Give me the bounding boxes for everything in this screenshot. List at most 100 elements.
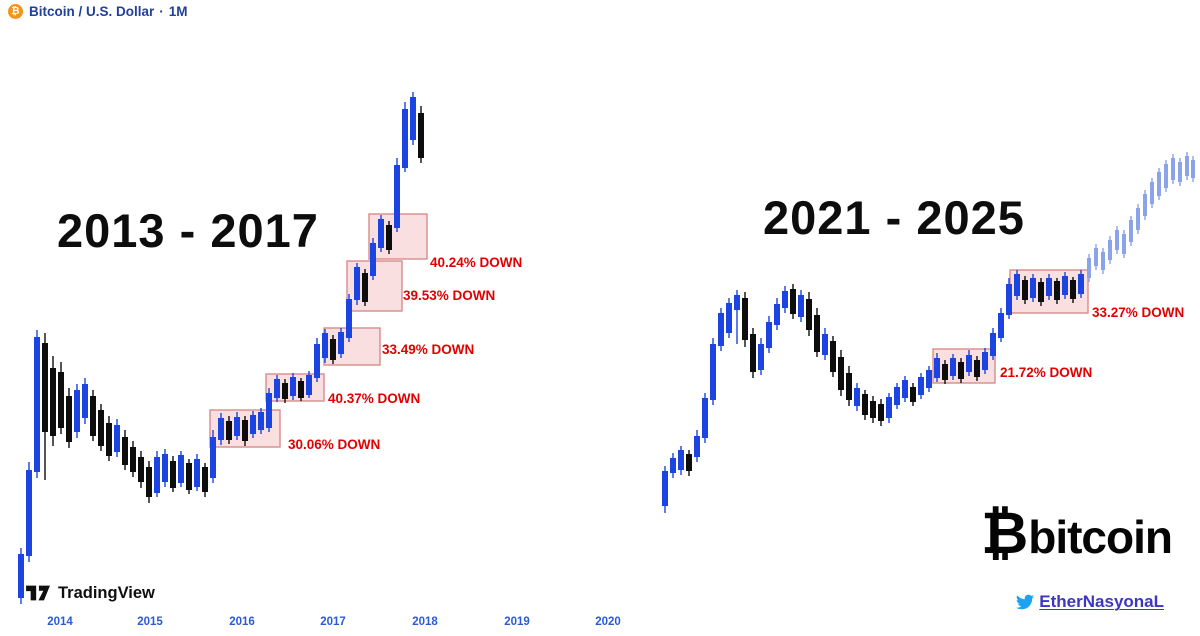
candle-body	[34, 337, 40, 472]
candle-body	[1115, 230, 1119, 250]
candle-body	[886, 397, 892, 418]
candle-body	[694, 436, 700, 457]
candle-body	[718, 313, 724, 346]
candle-body	[370, 243, 376, 276]
candle-body	[934, 358, 940, 378]
candle-body	[1178, 162, 1182, 182]
candle-body	[814, 315, 820, 352]
candle-body	[346, 299, 352, 338]
candle-body	[702, 398, 708, 438]
candle-body	[1078, 274, 1084, 294]
candle-body	[822, 334, 828, 355]
candle-body	[314, 344, 320, 378]
candle-body	[734, 295, 740, 310]
drawdown-label: 33.27% DOWN	[1092, 305, 1184, 320]
candle-body	[74, 390, 80, 432]
candle-body	[678, 450, 684, 470]
candle-body	[42, 343, 48, 432]
candle-body	[662, 471, 668, 506]
candle-body	[194, 459, 200, 487]
candle-body	[846, 373, 852, 400]
candle-body	[1038, 282, 1044, 302]
candle-body	[926, 370, 932, 388]
axis-year-label: 2016	[229, 616, 255, 628]
time-axis[interactable]: 2014 2015 2016 2017 2018 2019 2020	[0, 616, 1200, 634]
candle-body	[162, 454, 168, 482]
drawdown-label: 39.53% DOWN	[403, 288, 495, 303]
candle-body	[742, 298, 748, 340]
candle-body	[878, 404, 884, 421]
candle-body	[1136, 208, 1140, 230]
candle-body	[966, 355, 972, 372]
candle-body	[354, 267, 360, 300]
candle-body	[226, 421, 232, 440]
candle-body	[942, 364, 948, 380]
drawdown-label: 21.72% DOWN	[1000, 365, 1092, 380]
candle-body	[894, 387, 900, 405]
candle-body	[1062, 276, 1068, 295]
author-handle[interactable]: EtherNasyonaL	[1016, 592, 1164, 612]
candle-body	[758, 344, 764, 370]
candle-body	[306, 375, 312, 395]
panel-title-2021-2025: 2021 - 2025	[763, 191, 1025, 244]
candle-body	[1157, 172, 1161, 196]
candle-body	[362, 273, 368, 302]
candle-body	[234, 417, 240, 436]
candle-body	[726, 303, 732, 333]
candle-body	[146, 467, 152, 497]
candle-body	[1185, 156, 1189, 176]
candle-body	[686, 454, 692, 471]
candle-body	[1054, 281, 1060, 300]
candle-body	[154, 457, 160, 493]
candle-body	[1022, 280, 1028, 300]
candle-body	[338, 332, 344, 354]
candle-body	[1006, 284, 1012, 315]
candle-body	[1143, 194, 1147, 216]
candle-body	[774, 304, 780, 325]
bitcoin-wordmark: ₿ bitcoin	[981, 505, 1173, 563]
candle-body	[798, 295, 804, 317]
candle-body	[998, 313, 1004, 338]
candle-body	[670, 458, 676, 473]
candle-body	[58, 372, 64, 428]
candle-body	[178, 455, 184, 483]
candle-body	[974, 360, 980, 377]
candle-body	[1191, 160, 1195, 178]
candle-body	[18, 554, 24, 598]
axis-year-label: 2017	[320, 616, 346, 628]
candle-body	[862, 394, 868, 415]
candle-body	[1171, 158, 1175, 180]
candle-body	[902, 380, 908, 398]
candle-body	[410, 97, 416, 140]
drawdown-label: 30.06% DOWN	[288, 437, 380, 452]
symbol-title[interactable]: Bitcoin / U.S. Dollar	[29, 4, 155, 19]
symbol-separator: ·	[159, 4, 164, 19]
axis-year-label: 2018	[412, 616, 438, 628]
candle-body	[130, 447, 136, 472]
candle-body	[170, 461, 176, 488]
candle-body	[394, 165, 400, 228]
handle-label[interactable]: EtherNasyonaL	[1039, 592, 1164, 611]
candle-body	[218, 418, 224, 440]
candle-body	[950, 358, 956, 376]
candle-body	[710, 344, 716, 400]
tradingview-attribution[interactable]: TradingView	[25, 582, 155, 604]
candle-body	[1122, 234, 1126, 254]
candle-body	[418, 113, 424, 158]
drawdown-label: 40.24% DOWN	[430, 255, 522, 270]
candle-body	[26, 470, 32, 556]
tradingview-logo-icon	[25, 582, 51, 604]
candle-body	[806, 299, 812, 330]
candle-body	[186, 463, 192, 490]
candle-body	[106, 423, 112, 456]
drawdown-label: 40.37% DOWN	[328, 391, 420, 406]
tradingview-label: TradingView	[58, 583, 155, 602]
interval-label[interactable]: 1M	[168, 4, 188, 19]
axis-year-label: 2020	[595, 616, 621, 628]
candle-body	[242, 420, 248, 441]
candle-body	[250, 415, 256, 434]
symbol-header[interactable]: ₿ Bitcoin / U.S. Dollar · 1M	[8, 4, 188, 19]
candle-body	[782, 291, 788, 308]
candle-body	[50, 368, 56, 436]
